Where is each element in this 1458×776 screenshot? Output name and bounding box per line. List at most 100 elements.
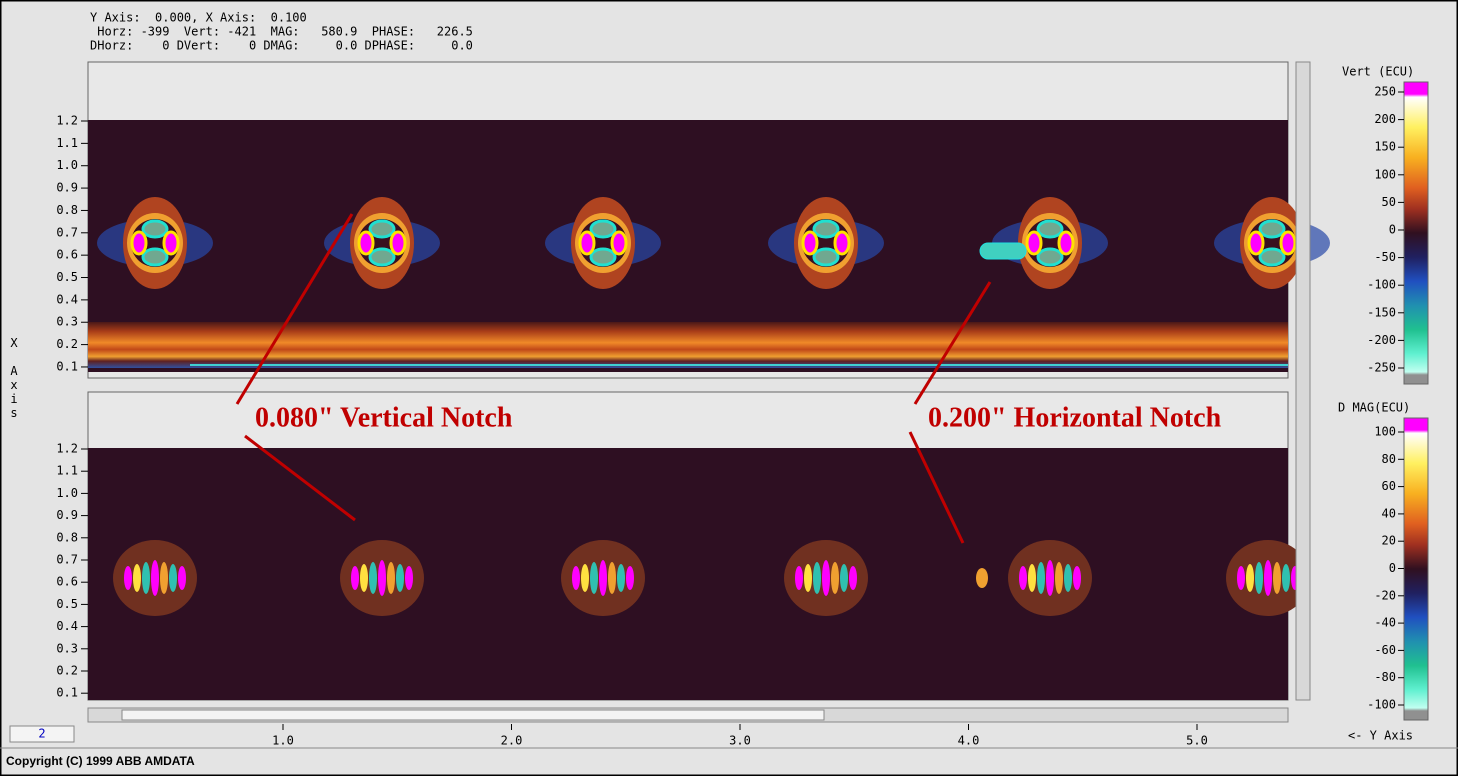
blob-peak bbox=[1059, 232, 1073, 254]
y-tick-label: 0.7 bbox=[56, 225, 78, 239]
blob-stripe bbox=[178, 566, 186, 590]
colorbar-tick-label: -50 bbox=[1374, 250, 1396, 264]
blob-stripe bbox=[822, 560, 830, 596]
blob-peak bbox=[835, 232, 849, 254]
colorbar-tick-label: -250 bbox=[1367, 361, 1396, 375]
colorbar-tick-label: -20 bbox=[1374, 588, 1396, 602]
blob-stripe bbox=[160, 562, 168, 594]
axis-label: <- Y Axis bbox=[1348, 729, 1413, 743]
blob-lobe bbox=[143, 249, 167, 265]
colorbar-tick-label: -200 bbox=[1367, 333, 1396, 347]
colorbar-tick-label: -80 bbox=[1374, 670, 1396, 684]
blob-stripe bbox=[1037, 562, 1045, 594]
blob-stripe bbox=[1073, 566, 1081, 590]
page-number: 2 bbox=[38, 727, 45, 741]
y-tick-label: 0.8 bbox=[56, 203, 78, 217]
blob-peak bbox=[1249, 232, 1263, 254]
colorbar-tick-label: 100 bbox=[1374, 167, 1396, 181]
blob-stripe bbox=[1273, 562, 1281, 594]
y-tick-label: 1.0 bbox=[56, 486, 78, 500]
blob-stripe bbox=[133, 564, 141, 592]
y-tick-label: 1.1 bbox=[56, 464, 78, 478]
blob-stripe bbox=[813, 562, 821, 594]
blob-stripe bbox=[1019, 566, 1027, 590]
blob-stripe bbox=[405, 566, 413, 590]
blob-stripe bbox=[142, 562, 150, 594]
blob-stripe bbox=[151, 560, 159, 596]
colorbar-tick-label: 20 bbox=[1382, 534, 1396, 548]
blob-lobe bbox=[1038, 249, 1062, 265]
blob-peak bbox=[803, 232, 817, 254]
readout: Y Axis: 0.000, X Axis: 0.100 bbox=[90, 11, 307, 25]
y-tick-label: 1.0 bbox=[56, 158, 78, 172]
blob-stripe bbox=[581, 564, 589, 592]
blob-stripe bbox=[840, 564, 848, 592]
footer: Copyright (C) 1999 ABB AMDATA bbox=[6, 754, 195, 768]
annotation: 0.080" Vertical Notch bbox=[255, 402, 513, 433]
blob-stripe bbox=[169, 564, 177, 592]
scan-image bbox=[88, 448, 1288, 700]
blob-stripe bbox=[369, 562, 377, 594]
y-tick-label: 0.6 bbox=[56, 248, 78, 262]
x-tick-label: 1.0 bbox=[272, 734, 294, 748]
scroll-thumb[interactable] bbox=[122, 710, 824, 720]
axis-label: X Axis bbox=[7, 336, 21, 420]
colorbar-title: Vert (ECU) bbox=[1342, 65, 1414, 79]
y-tick-label: 0.5 bbox=[56, 597, 78, 611]
blob-stripe bbox=[599, 560, 607, 596]
blob-stripe bbox=[626, 566, 634, 590]
blob-lobe bbox=[1260, 249, 1284, 265]
colorbar-tick-label: 100 bbox=[1374, 425, 1396, 439]
y-tick-label: 0.1 bbox=[56, 359, 78, 373]
blob-stripe bbox=[1246, 564, 1254, 592]
blob-stripe bbox=[1237, 566, 1245, 590]
notch-signal bbox=[980, 243, 1026, 259]
blob-stripe bbox=[378, 560, 386, 596]
blob-stripe bbox=[1282, 564, 1290, 592]
x-tick-label: 3.0 bbox=[729, 734, 751, 748]
blob-lobe bbox=[370, 249, 394, 265]
blob-peak bbox=[359, 232, 373, 254]
x-tick-label: 2.0 bbox=[501, 734, 523, 748]
colorbar-tick-label: 0 bbox=[1389, 223, 1396, 237]
x-tick-label: 4.0 bbox=[958, 734, 980, 748]
y-tick-label: 0.2 bbox=[56, 664, 78, 678]
blob-lobe bbox=[1038, 221, 1062, 237]
v-scrollbar[interactable] bbox=[1296, 62, 1310, 700]
y-tick-label: 0.4 bbox=[56, 619, 78, 633]
blob-stripe bbox=[804, 564, 812, 592]
y-tick-label: 0.5 bbox=[56, 270, 78, 284]
notch-signal bbox=[976, 568, 988, 588]
y-tick-label: 0.9 bbox=[56, 181, 78, 195]
blob-stripe bbox=[387, 562, 395, 594]
screen: Y Axis: 0.000, X Axis: 0.100 Horz: -399 … bbox=[0, 0, 1458, 776]
blob-lobe bbox=[814, 249, 838, 265]
colorbar-tick-label: 50 bbox=[1382, 195, 1396, 209]
colorbar-tick-label: -100 bbox=[1367, 278, 1396, 292]
colorbar-tick-label: 60 bbox=[1382, 479, 1396, 493]
colorbar-tick-label: -60 bbox=[1374, 643, 1396, 657]
blob-peak bbox=[612, 232, 626, 254]
colorbar-tick-label: -150 bbox=[1367, 305, 1396, 319]
colorbar-tick-label: -100 bbox=[1367, 698, 1396, 712]
y-tick-label: 1.2 bbox=[56, 442, 78, 456]
scan-band bbox=[88, 322, 1288, 368]
colorbar-tick-label: -40 bbox=[1374, 616, 1396, 630]
blob-peak bbox=[580, 232, 594, 254]
blob-stripe bbox=[795, 566, 803, 590]
y-tick-label: 0.7 bbox=[56, 553, 78, 567]
colorbar-tick-label: 250 bbox=[1374, 85, 1396, 99]
blob-stripe bbox=[1064, 564, 1072, 592]
blob-lobe bbox=[814, 221, 838, 237]
blob-lobe bbox=[143, 221, 167, 237]
blob-stripe bbox=[590, 562, 598, 594]
blob-stripe bbox=[360, 564, 368, 592]
blob-stripe bbox=[1055, 562, 1063, 594]
blob-peak bbox=[1027, 232, 1041, 254]
colorbar-tick-label: 40 bbox=[1382, 506, 1396, 520]
blob-peak bbox=[391, 232, 405, 254]
blob-stripe bbox=[1046, 560, 1054, 596]
y-tick-label: 0.3 bbox=[56, 315, 78, 329]
blob-lobe bbox=[591, 249, 615, 265]
blob-stripe bbox=[572, 566, 580, 590]
